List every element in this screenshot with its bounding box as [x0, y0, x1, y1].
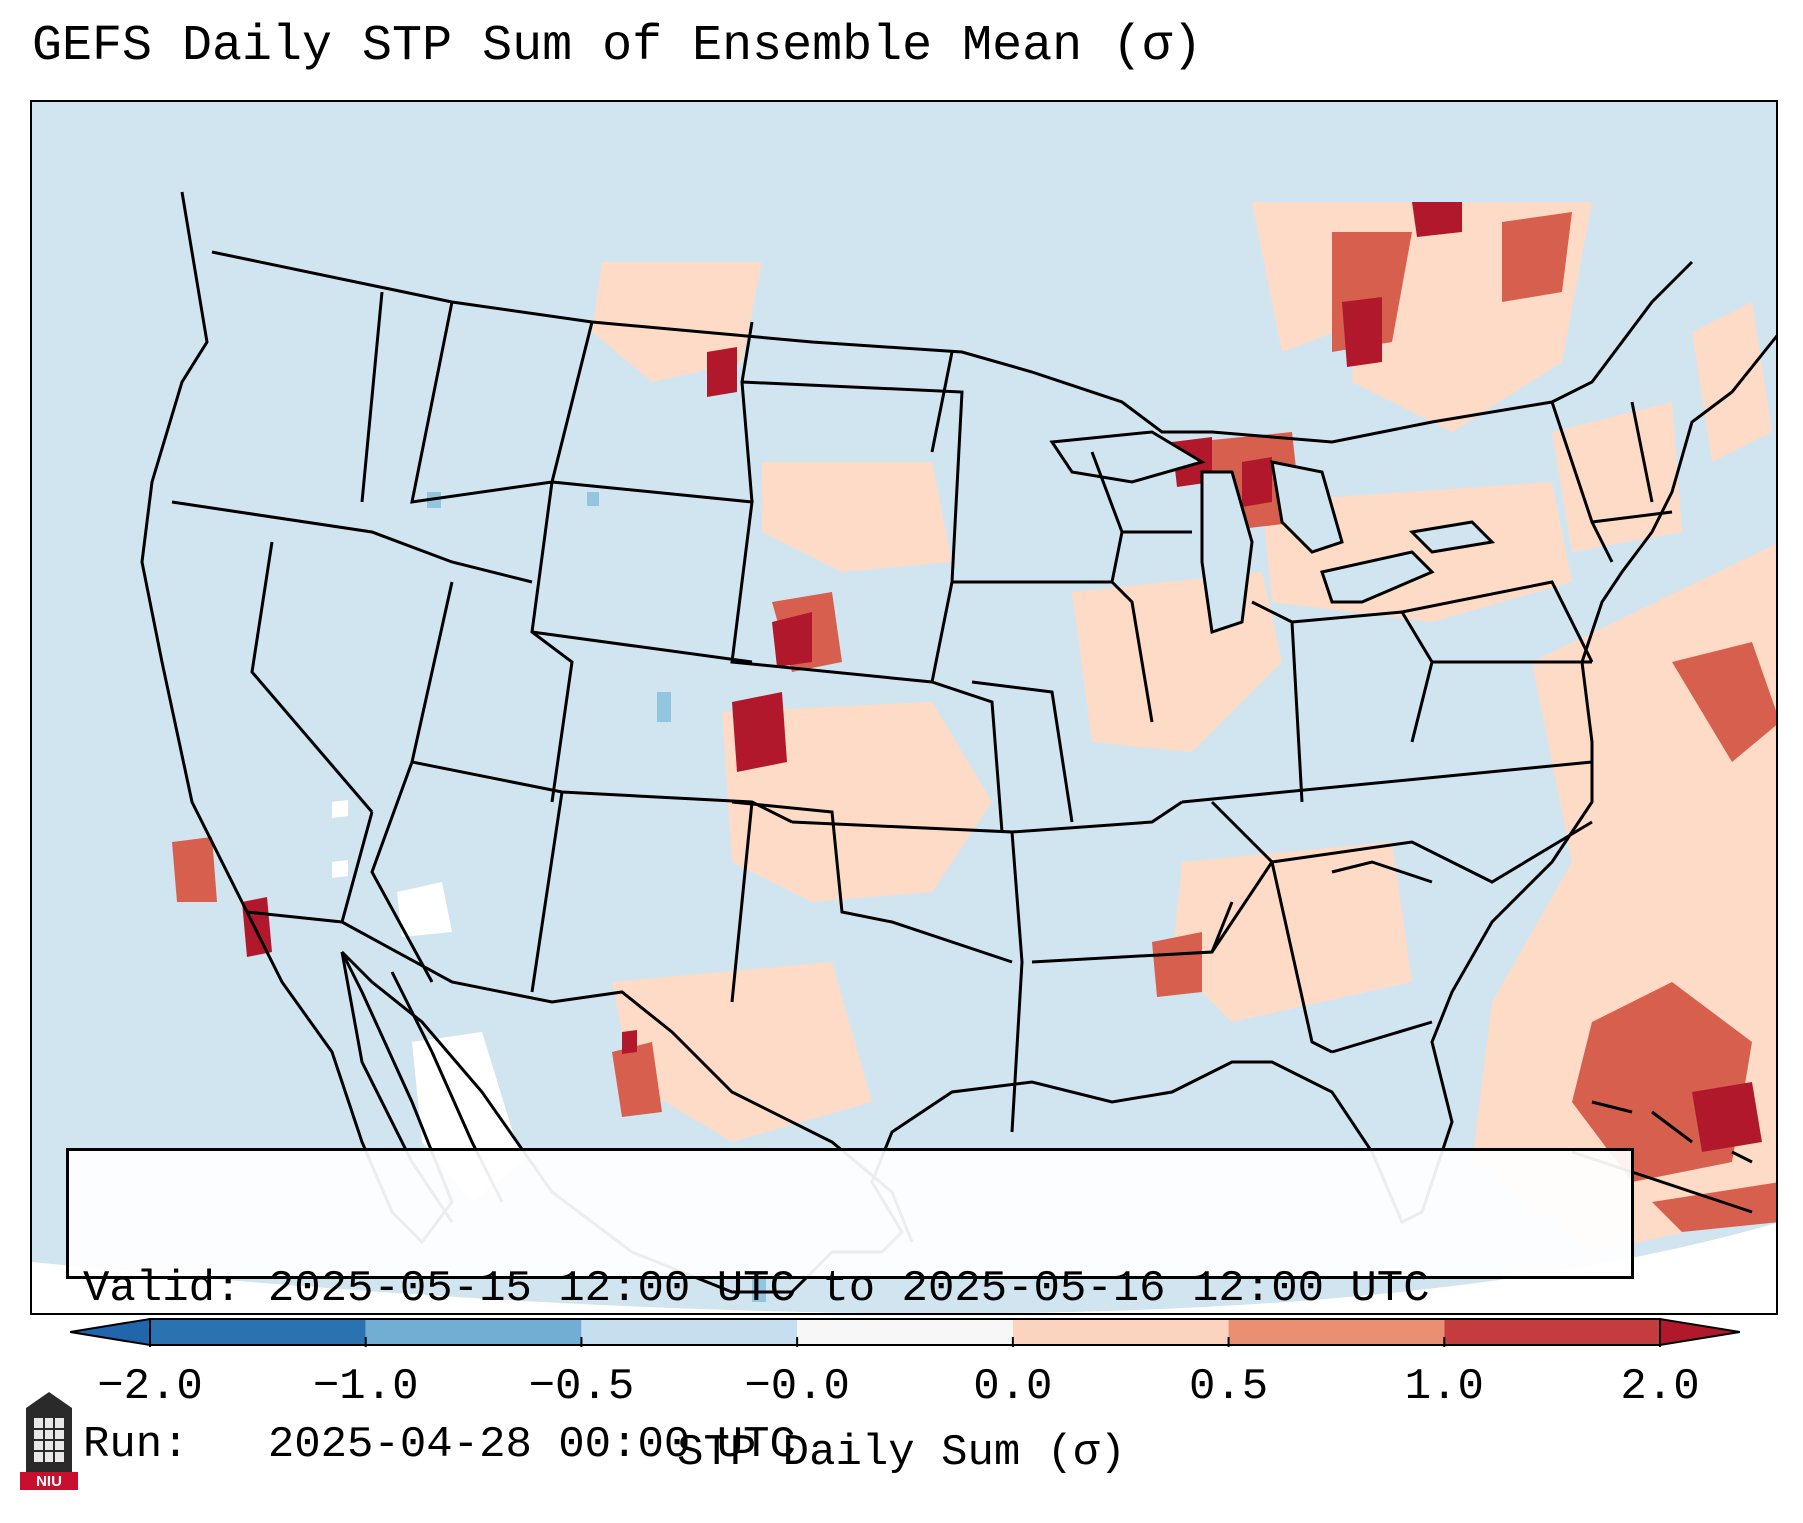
colorbar-segment	[365, 1319, 582, 1345]
colorbar-extend-low	[70, 1317, 151, 1347]
valid-run-box: Valid: 2025-05-15 12:00 UTC to 2025-05-1…	[66, 1148, 1634, 1470]
colorbar-tick-label: 0.0	[973, 1362, 1053, 1412]
colorbar-segment	[581, 1319, 798, 1345]
map-panel[interactable]	[30, 100, 1778, 1315]
state-borders	[171, 291, 1673, 1133]
colorbar-tick-label: −1.0	[312, 1362, 419, 1412]
niu-logo: NIU	[20, 1392, 78, 1490]
colorbar	[70, 1317, 1740, 1347]
colorbar-segment	[150, 1319, 366, 1345]
colorbar-tick-label: −0.0	[744, 1362, 850, 1412]
colorbar-segment	[1444, 1319, 1660, 1345]
colorbar-segment	[1228, 1319, 1445, 1345]
niu-logo-text: NIU	[36, 1473, 62, 1490]
colorbar-label: STP Daily Sum (σ)	[677, 1428, 1126, 1478]
colorbar-tick-label: 0.5	[1188, 1362, 1269, 1412]
colorbar-extend-high	[1659, 1317, 1740, 1347]
colorbar-tick-label: 2.0	[1620, 1362, 1700, 1412]
colorbar-tick-label: 1.0	[1404, 1362, 1484, 1412]
colorbar-tick-marks	[149, 1337, 1661, 1347]
colorbar-segments	[149, 1318, 1661, 1346]
us-canada-border	[211, 250, 1694, 444]
colorbar-segment	[797, 1319, 1013, 1345]
colorbar-segment	[1012, 1319, 1229, 1345]
colorbar-tick-label: −0.5	[528, 1362, 635, 1412]
valid-time-text: Valid: 2025-05-15 12:00 UTC to 2025-05-1…	[83, 1264, 1430, 1314]
map-svg	[32, 102, 1776, 1313]
colorbar-tick-label: −2.0	[97, 1362, 203, 1412]
run-time-text: Run: 2025-04-28 00:00 UTC	[83, 1420, 796, 1470]
great-lakes	[1049, 430, 1496, 634]
niu-logo-band	[20, 1472, 78, 1490]
chart-title: GEFS Daily STP Sum of Ensemble Mean (σ)	[32, 18, 1203, 75]
